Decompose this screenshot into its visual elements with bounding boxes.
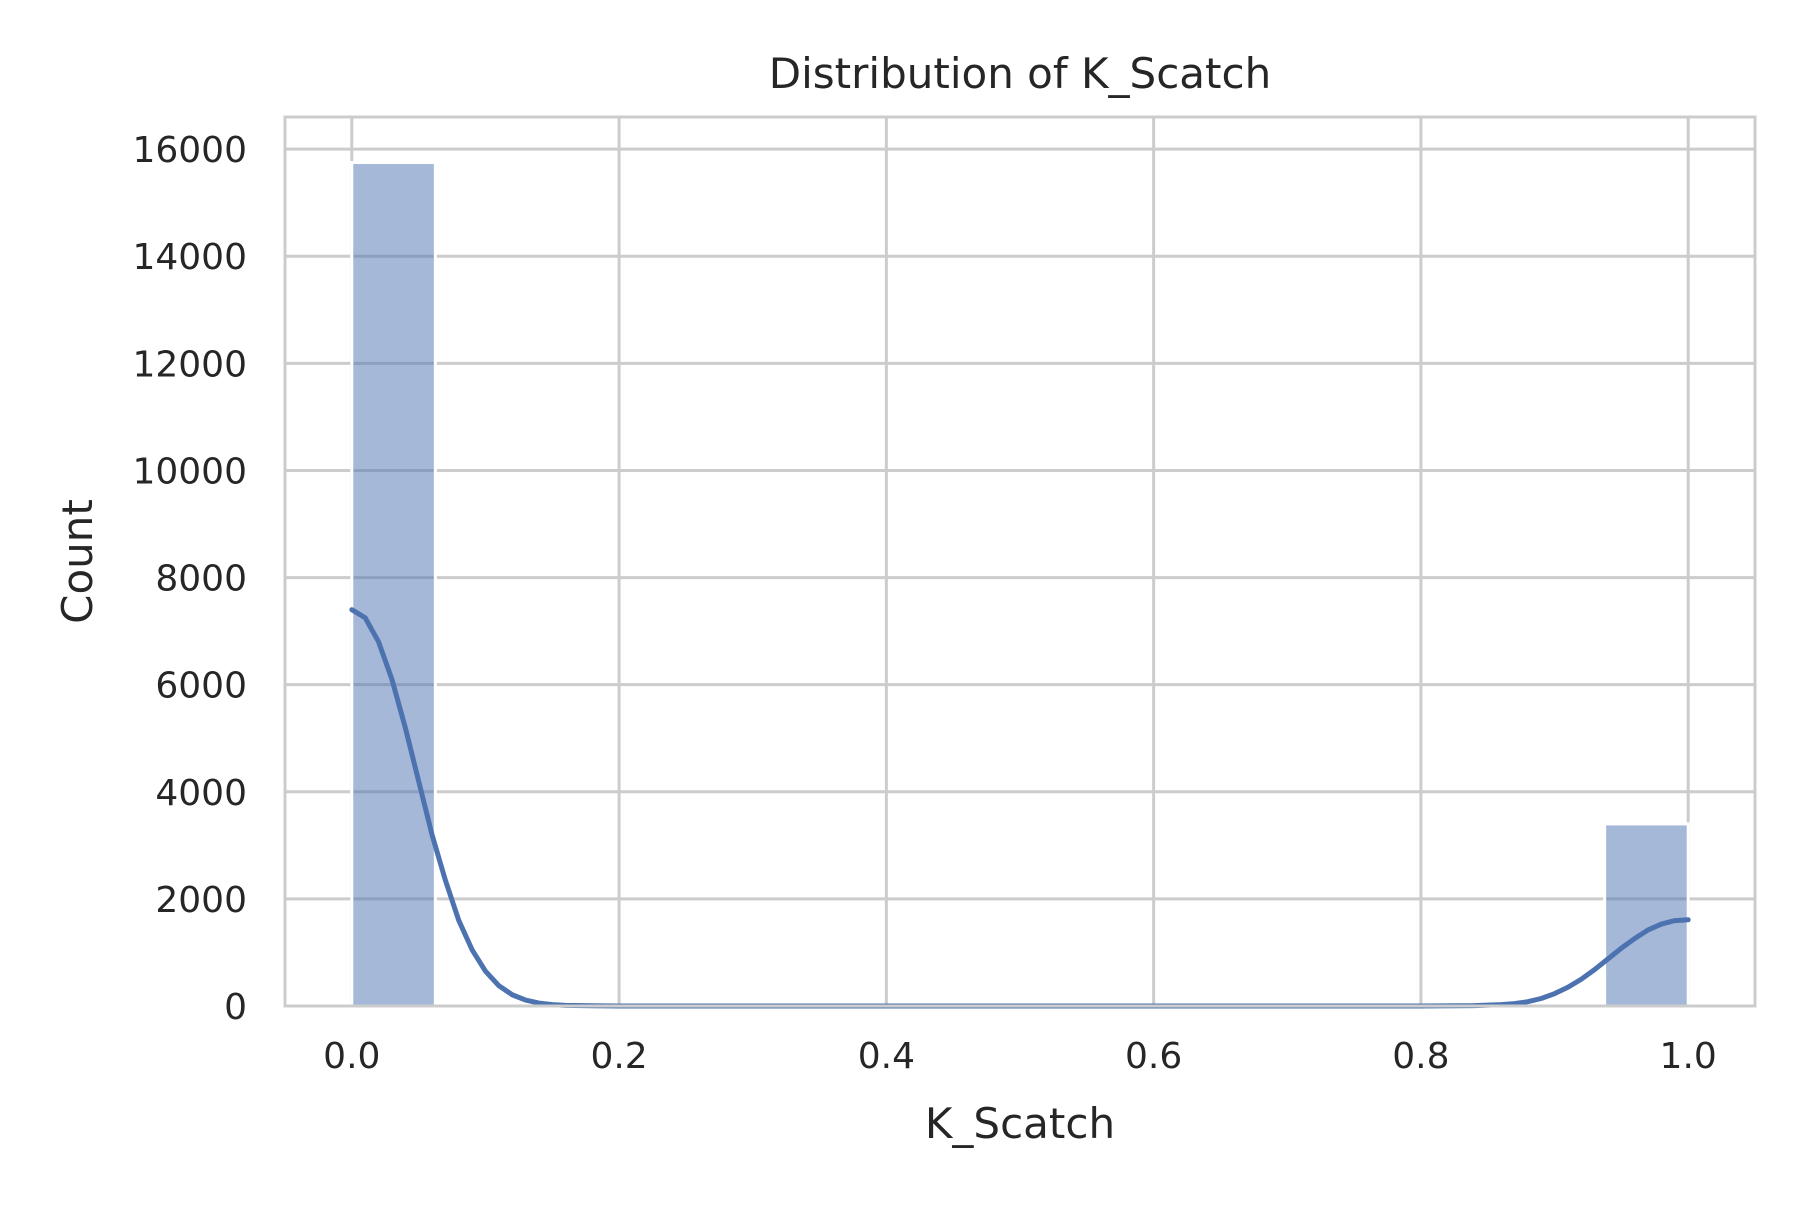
plot-frame [283, 115, 1757, 1008]
grid-layer [285, 117, 1755, 1008]
y-tick-label-8: 16000 [132, 130, 247, 171]
x-tick-label-5: 1.0 [1660, 1036, 1717, 1077]
y-tick-label-3: 6000 [155, 666, 247, 707]
x-axis-label: K_Scatch [925, 1099, 1115, 1148]
y-tick-label-1: 2000 [155, 880, 247, 921]
histogram-bar-0 [350, 161, 437, 1008]
y-tick-label-0: 0 [224, 987, 247, 1028]
x-tick-label-4: 0.8 [1392, 1036, 1449, 1077]
chart-title: Distribution of K_Scatch [769, 49, 1271, 98]
tick-layer: 0.0 0.2 0.4 0.6 0.8 1.0 0 2000 4000 6000 8000 10000… [132, 130, 1716, 1077]
x-tick-label-3: 0.6 [1125, 1036, 1182, 1077]
y-axis-label: Count [53, 499, 102, 624]
x-tick-label-2: 0.4 [858, 1036, 915, 1077]
x-tick-label-1: 0.2 [590, 1036, 647, 1077]
histogram-bar-1 [1603, 822, 1690, 1008]
y-tick-label-4: 8000 [155, 559, 247, 600]
x-tick-label-0: 0.0 [323, 1036, 380, 1077]
y-tick-label-2: 4000 [155, 773, 247, 814]
y-tick-label-6: 12000 [132, 344, 247, 385]
y-tick-label-7: 14000 [132, 237, 247, 278]
y-tick-label-5: 10000 [132, 451, 247, 492]
bar-layer [350, 161, 1690, 1008]
